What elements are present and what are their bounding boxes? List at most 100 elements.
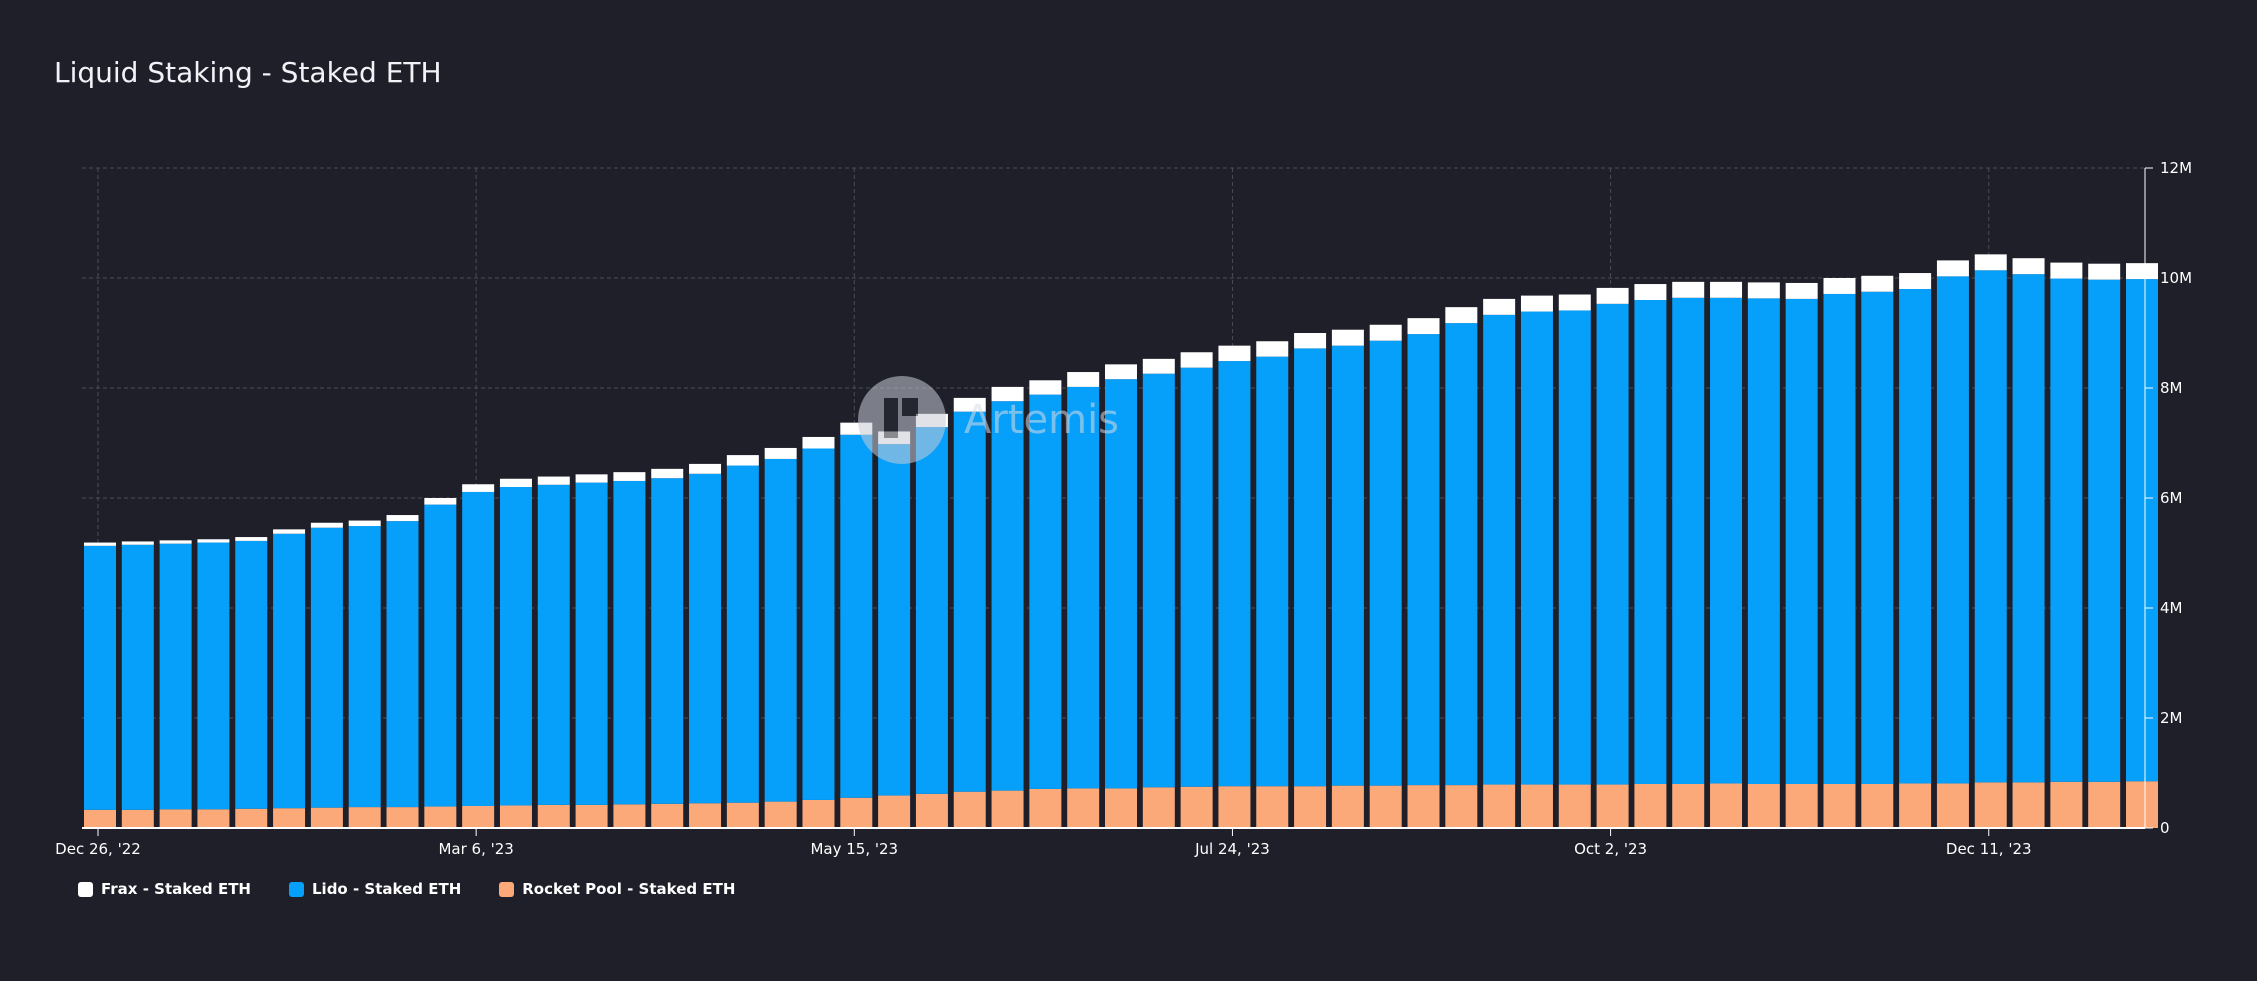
bar-segment-rocket[interactable]	[424, 806, 457, 828]
bar-segment-lido[interactable]	[1823, 293, 1856, 784]
bar-segment-frax[interactable]	[499, 478, 532, 487]
bar-segment-frax[interactable]	[1067, 372, 1100, 387]
bar-segment-lido[interactable]	[159, 543, 192, 810]
bar-segment-frax[interactable]	[2088, 263, 2121, 280]
bar-segment-lido[interactable]	[1861, 291, 1894, 784]
bar-segment-frax[interactable]	[1180, 352, 1213, 368]
bar-segment-frax[interactable]	[991, 386, 1024, 402]
bar-segment-frax[interactable]	[1331, 329, 1364, 346]
bar-segment-lido[interactable]	[1899, 289, 1932, 784]
bar-segment-frax[interactable]	[1596, 287, 1629, 304]
bar-segment-lido[interactable]	[802, 448, 835, 800]
bar-segment-frax[interactable]	[1634, 284, 1667, 300]
bar-segment-rocket[interactable]	[953, 791, 986, 828]
bar-segment-rocket[interactable]	[991, 790, 1024, 828]
bar-segment-rocket[interactable]	[159, 809, 192, 828]
bar-segment-lido[interactable]	[1105, 379, 1137, 789]
bar-segment-frax[interactable]	[1710, 281, 1743, 298]
bar-segment-rocket[interactable]	[2050, 781, 2083, 828]
bar-segment-frax[interactable]	[348, 520, 381, 527]
bar-segment-rocket[interactable]	[1936, 783, 1969, 828]
bar-segment-lido[interactable]	[537, 484, 570, 805]
bar-segment-frax[interactable]	[273, 529, 306, 534]
bar-segment-lido[interactable]	[1634, 300, 1667, 784]
bar-segment-rocket[interactable]	[764, 801, 797, 828]
bar-segment-frax[interactable]	[159, 540, 192, 544]
bar-segment-frax[interactable]	[121, 541, 154, 545]
bar-segment-lido[interactable]	[84, 545, 116, 810]
bar-segment-lido[interactable]	[2050, 278, 2083, 782]
bar-segment-frax[interactable]	[462, 484, 495, 492]
bar-segment-lido[interactable]	[689, 473, 722, 804]
bar-segment-lido[interactable]	[1029, 394, 1062, 789]
bar-segment-rocket[interactable]	[651, 803, 684, 828]
bar-segment-rocket[interactable]	[1407, 785, 1440, 828]
bar-segment-rocket[interactable]	[348, 807, 381, 828]
bar-segment-rocket[interactable]	[1710, 783, 1743, 828]
bar-segment-rocket[interactable]	[1634, 784, 1667, 828]
bar-segment-rocket[interactable]	[537, 804, 570, 828]
bar-segment-rocket[interactable]	[499, 805, 532, 828]
bar-segment-rocket[interactable]	[310, 807, 343, 828]
bar-segment-rocket[interactable]	[197, 809, 230, 828]
bar-segment-frax[interactable]	[84, 542, 116, 546]
bar-segment-frax[interactable]	[1672, 281, 1705, 298]
bar-segment-lido[interactable]	[1672, 297, 1705, 784]
bar-segment-frax[interactable]	[575, 474, 608, 483]
bar-segment-lido[interactable]	[348, 526, 381, 808]
bar-segment-lido[interactable]	[1520, 311, 1553, 785]
bar-segment-lido[interactable]	[1936, 276, 1969, 784]
bar-segment-lido[interactable]	[1256, 356, 1289, 787]
bar-segment-rocket[interactable]	[121, 809, 154, 828]
bar-segment-lido[interactable]	[462, 491, 495, 806]
bar-segment-rocket[interactable]	[1785, 784, 1818, 828]
bar-segment-rocket[interactable]	[1672, 784, 1705, 828]
bar-segment-rocket[interactable]	[273, 808, 306, 828]
bar-segment-lido[interactable]	[499, 487, 532, 806]
bar-segment-rocket[interactable]	[1105, 788, 1137, 828]
bar-segment-lido[interactable]	[1067, 386, 1100, 789]
legend-item[interactable]: Frax - Staked ETH	[78, 880, 251, 898]
bar-segment-frax[interactable]	[1936, 260, 1969, 277]
bar-segment-lido[interactable]	[1407, 334, 1440, 786]
bar-segment-lido[interactable]	[726, 465, 759, 803]
bar-segment-rocket[interactable]	[1067, 788, 1100, 828]
bar-segment-rocket[interactable]	[878, 795, 911, 828]
bar-segment-frax[interactable]	[651, 468, 684, 479]
bar-segment-rocket[interactable]	[840, 797, 873, 828]
bar-segment-rocket[interactable]	[1294, 786, 1327, 828]
bar-segment-frax[interactable]	[1407, 318, 1440, 335]
bar-segment-lido[interactable]	[2126, 279, 2158, 782]
bar-segment-frax[interactable]	[802, 436, 835, 449]
bar-segment-rocket[interactable]	[1483, 784, 1516, 828]
bar-segment-frax[interactable]	[537, 476, 570, 485]
bar-segment-rocket[interactable]	[726, 802, 759, 828]
bar-segment-frax[interactable]	[1218, 345, 1251, 362]
bar-segment-lido[interactable]	[2012, 274, 2045, 783]
bar-segment-frax[interactable]	[1483, 298, 1516, 315]
bar-segment-frax[interactable]	[235, 537, 268, 541]
bar-segment-lido[interactable]	[651, 478, 684, 804]
bar-segment-frax[interactable]	[1899, 273, 1932, 289]
bar-segment-rocket[interactable]	[689, 803, 722, 828]
bar-segment-frax[interactable]	[1445, 307, 1478, 324]
legend-item[interactable]: Rocket Pool - Staked ETH	[499, 880, 735, 898]
bar-segment-frax[interactable]	[1747, 282, 1780, 299]
bar-segment-rocket[interactable]	[84, 809, 116, 828]
bar-segment-lido[interactable]	[1974, 270, 2007, 783]
bar-segment-rocket[interactable]	[2088, 781, 2121, 828]
bar-segment-rocket[interactable]	[1558, 784, 1591, 828]
bar-segment-frax[interactable]	[764, 447, 797, 459]
bar-segment-frax[interactable]	[2126, 263, 2158, 280]
bar-segment-lido[interactable]	[840, 434, 873, 798]
bar-segment-frax[interactable]	[424, 498, 457, 505]
bar-segment-frax[interactable]	[1974, 254, 2007, 271]
bar-segment-frax[interactable]	[689, 463, 722, 474]
bar-segment-frax[interactable]	[1105, 364, 1137, 380]
bar-segment-lido[interactable]	[764, 458, 797, 802]
legend-item[interactable]: Lido - Staked ETH	[289, 880, 461, 898]
bar-segment-rocket[interactable]	[235, 808, 268, 828]
bar-segment-frax[interactable]	[386, 515, 419, 522]
bar-segment-frax[interactable]	[1520, 295, 1553, 312]
bar-segment-lido[interactable]	[1369, 340, 1402, 786]
